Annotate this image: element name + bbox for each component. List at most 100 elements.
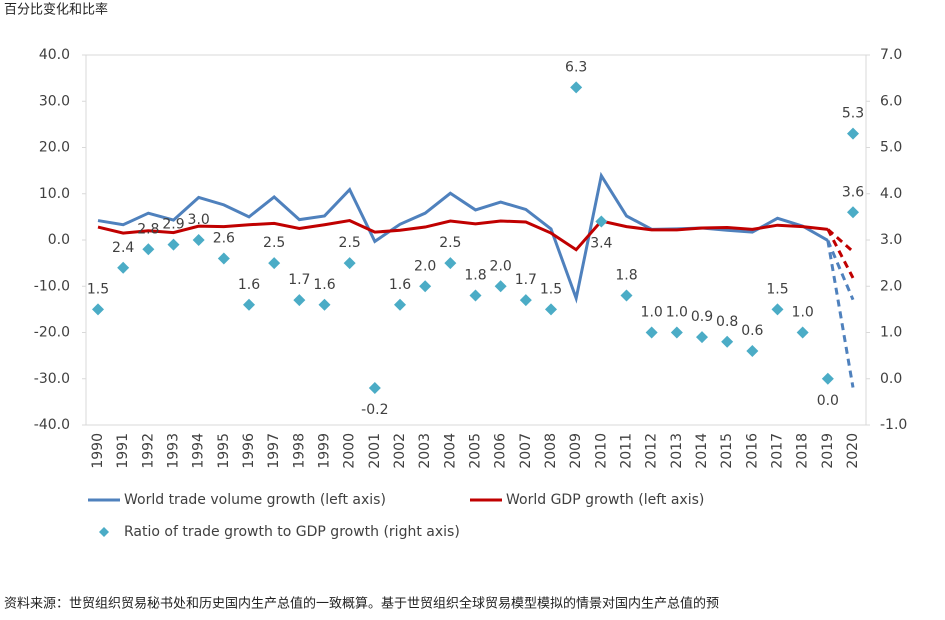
projection-line [826,228,855,279]
data-label: 2.5 [439,235,461,251]
y2-tick-label: 0.0 [880,371,902,387]
data-label: 1.5 [540,281,562,297]
x-tick-label: 2009 [568,433,584,469]
x-tick-label: 2018 [795,433,811,469]
ratio-marker [469,289,482,302]
data-label: 6.3 [565,59,587,75]
data-label: 2.0 [414,258,436,274]
y2-tick-label: 1.0 [880,325,902,341]
data-label: 1.5 [87,281,109,297]
y2-tick-label: 3.0 [880,232,902,248]
projection-line [826,228,854,253]
x-tick-label: 1991 [115,433,131,469]
data-label: 0.0 [817,393,839,409]
data-label: 2.0 [490,258,512,274]
data-label: 0.9 [691,309,713,325]
x-tick-label: 1994 [191,433,207,469]
x-tick-label: 2001 [367,433,383,469]
data-label: 5.3 [842,106,864,122]
x-tick-label: 2002 [392,433,408,469]
legend-swatch [99,527,109,537]
y-tick-label: 0.0 [48,232,70,248]
y2-tick-label: 2.0 [880,278,902,294]
ratio-marker [92,303,104,316]
y2-tick-label: 6.0 [880,93,902,109]
y2-tick-label: -1.0 [880,417,907,433]
data-label: 1.7 [515,272,537,288]
x-tick-label: 2005 [468,433,484,469]
ratio-marker [796,326,809,339]
data-label: 1.8 [464,268,486,284]
ratio-marker [419,280,432,293]
x-tick-label: 2013 [669,433,685,469]
data-label: 1.6 [313,277,335,293]
x-tick-label: 1998 [291,433,307,469]
x-tick-label: 1990 [90,433,106,469]
projection-line [826,239,855,301]
data-label: 1.6 [389,277,411,293]
x-tick-label: 2004 [442,433,458,469]
data-label: 2.9 [162,217,184,233]
x-tick-label: 1995 [216,433,232,469]
x-tick-label: 2015 [719,433,735,469]
x-tick-label: 1999 [317,433,333,469]
ratio-marker [645,326,658,339]
data-label: 1.6 [238,277,260,293]
data-label: 1.8 [615,268,637,284]
data-label: 2.4 [112,240,134,256]
ratio-marker [545,303,557,316]
data-label: 1.0 [792,305,814,321]
legend-label: World trade volume growth (left axis) [124,492,386,508]
y-tick-label: -40.0 [34,417,70,433]
x-tick-label: 2010 [593,433,609,469]
ratio-marker [570,81,583,94]
x-tick-label: 2011 [619,433,635,469]
ratio-marker [721,335,734,348]
ratio-marker [142,243,155,256]
ratio-marker [595,215,608,228]
ratio-marker [444,257,457,270]
ratio-marker [821,372,834,385]
data-label: 2.5 [263,235,285,251]
x-tick-label: 2016 [744,433,760,469]
x-tick-label: 2008 [543,433,559,469]
y-tick-label: 10.0 [39,186,70,202]
y-tick-label: -10.0 [34,278,70,294]
data-label: -0.2 [361,402,388,418]
ratio-marker [519,294,532,307]
data-label: 1.5 [766,281,788,297]
x-tick-label: 2020 [845,433,861,469]
data-label: 0.6 [741,323,763,339]
data-label: 2.8 [137,221,159,237]
data-label: 1.7 [288,272,310,288]
data-label: 1.0 [666,305,688,321]
ratio-marker [167,238,180,251]
x-tick-label: 2006 [493,433,509,469]
y-tick-label: 20.0 [39,140,70,156]
legend-label: World GDP growth (left axis) [506,492,704,508]
ratio-marker [620,289,633,302]
ratio-marker [394,298,406,311]
ratio-marker [771,303,784,316]
ratio-marker [847,127,859,140]
data-label: 3.4 [590,236,612,252]
data-label: 3.6 [842,184,864,200]
y-tick-label: -20.0 [34,325,70,341]
x-tick-label: 1997 [266,433,282,469]
legend-label: Ratio of trade growth to GDP growth (rig… [124,524,460,540]
ratio-marker [217,252,230,265]
data-label: 3.0 [188,212,210,228]
y2-tick-label: 5.0 [880,140,902,156]
x-tick-label: 2003 [417,433,433,469]
ratio-marker [293,294,306,307]
x-tick-label: 2007 [518,433,534,469]
footnote: 资料来源：世贸组织贸易秘书处和历史国内生产总值的一致概算。基于世贸组织全球贸易模… [4,596,719,612]
ratio-marker [318,298,331,311]
y2-tick-label: 4.0 [880,186,902,202]
ratio-marker [670,326,683,339]
x-tick-label: 2000 [342,433,358,469]
ratio-marker [847,206,859,219]
ratio-marker [494,280,507,293]
